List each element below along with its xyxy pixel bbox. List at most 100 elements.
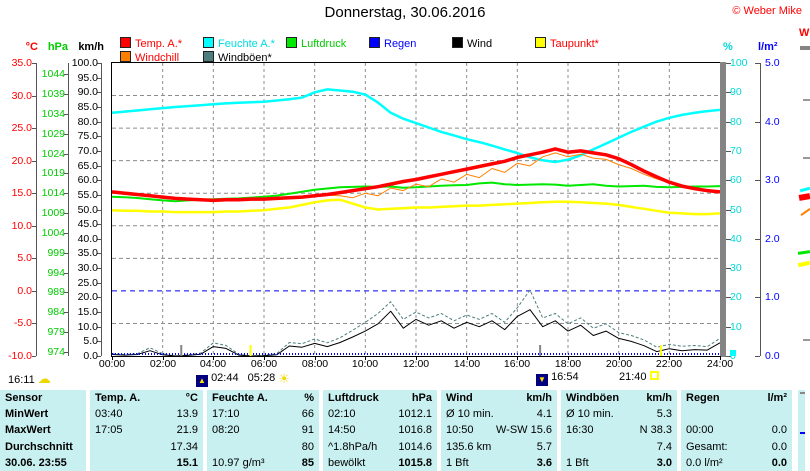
wind-axis-tick-label: 45.0 xyxy=(77,218,98,230)
legend-swatch-icon xyxy=(369,37,380,48)
rain-axis-tick-label: 5.0 xyxy=(765,57,780,69)
moonset-icon: ▼ xyxy=(536,374,548,386)
wind-axis-tick-label: 85.0 xyxy=(77,101,98,113)
humidity-axis-tick-label: 0 xyxy=(730,350,736,362)
temp-axis-tick xyxy=(32,323,36,324)
wind-axis-tick xyxy=(97,253,101,254)
rain-axis-unit: l/m² xyxy=(758,41,778,53)
copyright-label: © Weber Mike xyxy=(732,5,802,17)
table-cell-row xyxy=(681,406,792,422)
rain-axis-tick-label: 3.0 xyxy=(765,174,780,186)
legend-item-temp-a-: Temp. A.* xyxy=(120,37,182,50)
next-chart-windchill-stub xyxy=(800,208,810,216)
table-cell-value: 1014.6 xyxy=(398,440,432,453)
pressure-axis-tick-label: 974 xyxy=(47,346,65,358)
sunshine-duration: 16:11 ☁ xyxy=(8,371,51,386)
temp-axis-unit: °C xyxy=(25,41,38,53)
table-cell-label: 16:30 xyxy=(566,424,594,437)
wind-axis-tick-label: 65.0 xyxy=(77,160,98,172)
pressure-axis-tick-label: 1044 xyxy=(41,68,65,80)
temp-axis-tick xyxy=(32,96,36,97)
humidity-axis-tick-label: 100 xyxy=(730,57,748,69)
cloud-icon: ☁ xyxy=(37,371,51,386)
table-cell-label: 08:20 xyxy=(212,424,240,437)
pressure-axis-tick xyxy=(64,253,68,254)
pressure-axis-unit: hPa xyxy=(47,41,68,53)
pressure-axis-tick xyxy=(64,154,68,155)
wind-axis-tick-label: 10.0 xyxy=(77,321,98,333)
time-axis-tick xyxy=(315,356,316,360)
table-group-header: Wind km/h xyxy=(441,390,557,406)
table-cell-label: 02:10 xyxy=(328,408,356,421)
time-axis-label: 24:00 xyxy=(706,358,734,370)
legend-swatch-icon xyxy=(120,51,131,62)
table-cell-value: 1015.8 xyxy=(398,456,432,469)
pressure-axis-tick xyxy=(64,94,68,95)
series-temp-a- xyxy=(111,147,721,203)
legend-item-label: Luftdruck xyxy=(301,38,347,50)
rain-axis-tick-label: 1.0 xyxy=(765,291,780,303)
wind-axis-tick xyxy=(97,239,101,240)
rain-axis-line xyxy=(760,63,761,356)
wind-axis-tick-label: 70.0 xyxy=(77,145,98,157)
temp-axis-tick xyxy=(32,161,36,162)
temp-axis-tick-label: 25.0 xyxy=(11,122,32,134)
time-axis-tick xyxy=(416,356,417,360)
wind-axis-tick xyxy=(97,122,101,123)
pressure-axis-line xyxy=(68,63,69,356)
next-chart-tick xyxy=(803,339,810,341)
table-cell-label: 17:05 xyxy=(95,424,123,437)
table-row-label-text: MaxWert xyxy=(5,424,51,437)
next-chart-tick xyxy=(803,157,810,159)
pressure-axis-tick xyxy=(64,193,68,194)
table-group-title: Wind xyxy=(446,392,473,404)
time-axis-tick xyxy=(213,356,214,360)
table-cell-label: 10.97 g/m³ xyxy=(212,456,265,469)
temp-axis-tick-label: 35.0 xyxy=(11,57,32,69)
wind-axis-tick-label: 80.0 xyxy=(77,116,98,128)
table-row-label: Durchschnitt xyxy=(0,439,86,455)
table-cell-row: 10:50 W-SW 15.6 xyxy=(441,422,557,438)
pressure-axis-tick-label: 989 xyxy=(47,286,65,298)
legend-item-label: Wind xyxy=(467,38,493,50)
table-cell-value: 80 xyxy=(301,440,314,453)
table-cell-label: ^1.8hPa/h xyxy=(328,440,378,453)
rain-axis-tick xyxy=(755,356,760,357)
table-group-regen: Regen l/m² 00:00 0.0 Gesamt: 0.0 0.0 l/m² 0.0 xyxy=(681,390,792,471)
table-cell-value: 1016.8 xyxy=(398,424,432,437)
pressure-axis-tick xyxy=(64,312,68,313)
wind-axis-tick xyxy=(97,195,101,196)
moonset-time: 16:54 xyxy=(551,371,579,383)
rain-axis-tick xyxy=(755,63,760,64)
table-cell-label: 00:00 xyxy=(686,424,714,437)
legend-item-regen: Regen xyxy=(369,37,416,50)
time-axis-label: 10:00 xyxy=(351,358,379,370)
legend-item-label: Temp. A.* xyxy=(135,38,183,50)
rain-axis-tick-label: 4.0 xyxy=(765,116,780,128)
table-row-label-text: Durchschnitt xyxy=(5,440,73,453)
table-group-unit: % xyxy=(304,392,314,404)
wind-axis-tick-label: 100.0 xyxy=(71,57,98,69)
table-column-gap xyxy=(86,390,90,471)
table-cell-value: 0.0 xyxy=(771,456,787,469)
table-cell-row: 00:00 0.0 xyxy=(681,422,792,438)
pressure-axis-tick xyxy=(64,114,68,115)
next-chart-temp-stub xyxy=(798,193,810,201)
humidity-axis-tick-label: 70 xyxy=(730,145,742,157)
table-cell-row: 10.97 g/m³ 85 xyxy=(207,455,319,471)
pressure-axis-tick-label: 1004 xyxy=(41,227,65,239)
table-cell-label: 14:50 xyxy=(328,424,356,437)
sunshine-duration-value: 16:11 xyxy=(8,374,35,386)
table-cell-row: bewölkt 1015.8 xyxy=(323,455,437,471)
table-row-label-text: MinWert xyxy=(5,408,49,421)
temp-axis-tick xyxy=(32,258,36,259)
humidity-end-marker xyxy=(730,350,736,356)
time-axis-label: 20:00 xyxy=(605,358,633,370)
next-table-sliver xyxy=(798,390,805,471)
table-cell-label: 10:50 xyxy=(446,424,474,437)
temp-axis-tick xyxy=(32,356,36,357)
table-cell-row: 03:40 13.9 xyxy=(90,406,203,422)
table-cell-row: ^1.8hPa/h 1014.6 xyxy=(323,439,437,455)
humidity-axis-tick-label: 10 xyxy=(730,321,742,333)
table-row-label-text: Sensor xyxy=(5,392,43,404)
